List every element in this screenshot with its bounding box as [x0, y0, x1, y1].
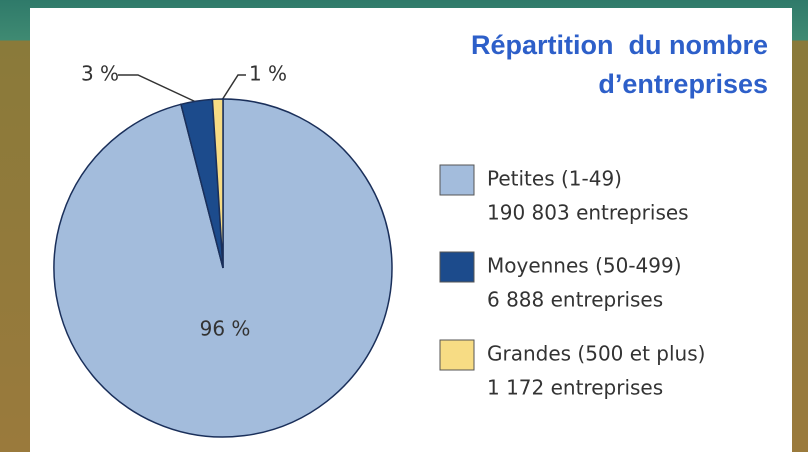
value-label: 96 %: [200, 317, 251, 341]
legend-detail: 1 172 entreprises: [487, 376, 663, 400]
chart-title: Répartition du nombre d’entreprises: [471, 30, 768, 99]
legend-detail: 6 888 entreprises: [487, 288, 663, 312]
legend-swatch: [439, 164, 475, 196]
pie-slice: [53, 98, 393, 438]
leader-line: [118, 74, 197, 103]
value-label: 3 %: [81, 62, 119, 86]
legend-detail: 190 803 entreprises: [487, 201, 689, 225]
legend-label: Moyennes (50-499): [487, 254, 682, 278]
legend-label: Petites (1-49): [487, 167, 622, 191]
legend-swatch: [439, 339, 475, 371]
value-label: 1 %: [249, 62, 287, 86]
legend-label: Grandes (500 et plus): [487, 342, 705, 366]
pie-slice: [211, 98, 224, 269]
legend-swatch: [439, 251, 475, 283]
leader-line: [221, 74, 246, 101]
